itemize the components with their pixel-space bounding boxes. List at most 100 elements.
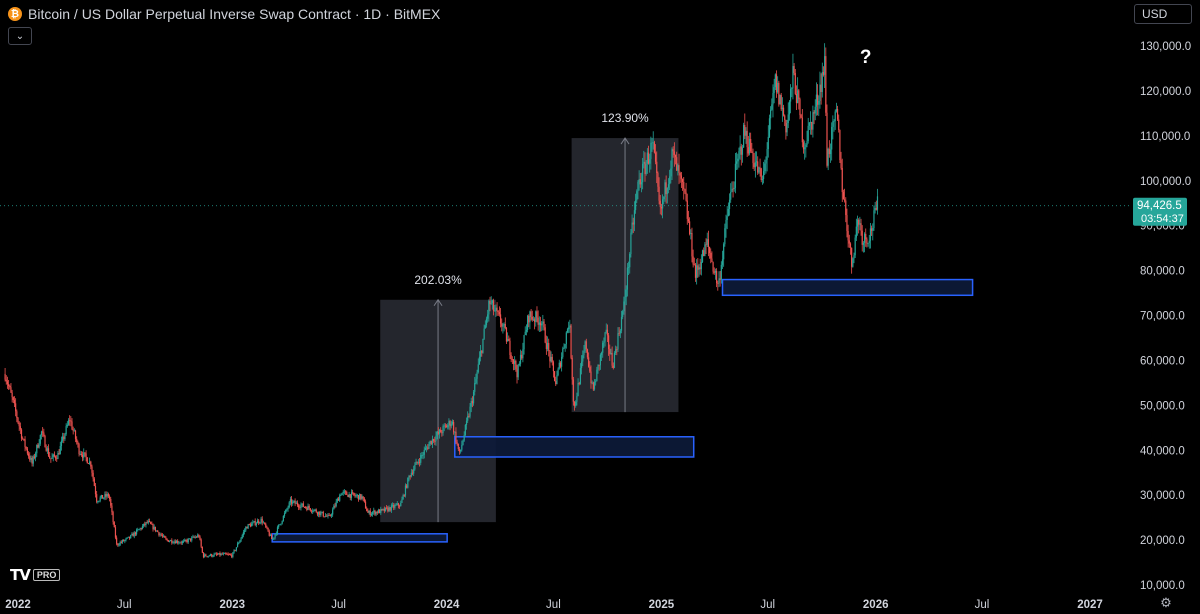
candle-body bbox=[428, 443, 430, 449]
candle-body bbox=[100, 495, 102, 498]
candle-body bbox=[84, 452, 86, 454]
candle-body bbox=[475, 378, 477, 384]
currency-button[interactable]: USD bbox=[1134, 4, 1192, 24]
candle-body bbox=[529, 311, 531, 323]
candle-body bbox=[389, 507, 391, 511]
candle-body bbox=[495, 307, 497, 311]
candle-body bbox=[874, 208, 876, 211]
candle-body bbox=[539, 322, 542, 326]
candle-body bbox=[683, 182, 685, 190]
collapse-legend-button[interactable]: ⌄ bbox=[8, 27, 32, 45]
candle-body bbox=[213, 554, 215, 557]
candle-body bbox=[47, 448, 50, 456]
candle-body bbox=[422, 454, 424, 456]
x-tick-label: Jul bbox=[975, 599, 990, 611]
candle-body bbox=[737, 158, 739, 162]
x-tick-label: 2026 bbox=[863, 599, 889, 611]
candle-body bbox=[111, 505, 113, 513]
candle-body bbox=[510, 355, 512, 360]
candle-body bbox=[822, 72, 825, 75]
candle-body bbox=[375, 511, 377, 515]
candle-body bbox=[865, 233, 867, 240]
candle-body bbox=[24, 439, 26, 448]
candle-body bbox=[732, 188, 734, 190]
candle-body bbox=[631, 222, 633, 233]
tradingview-logo[interactable]: TV PRO bbox=[10, 566, 61, 584]
candle-body bbox=[105, 494, 107, 497]
candle-body bbox=[128, 536, 131, 539]
candle-body bbox=[842, 192, 845, 200]
candle-body bbox=[165, 537, 167, 540]
candle-body bbox=[802, 142, 805, 150]
candle-body bbox=[30, 457, 32, 460]
candle-body bbox=[335, 501, 337, 507]
candle-body bbox=[704, 244, 706, 257]
candle-body bbox=[815, 94, 818, 107]
candle-body bbox=[427, 447, 429, 449]
candle-body bbox=[220, 553, 222, 556]
candle-body bbox=[827, 148, 829, 166]
candle-body bbox=[626, 267, 628, 290]
candle-body bbox=[217, 554, 219, 556]
candle-body bbox=[847, 230, 849, 241]
candle-body bbox=[761, 179, 764, 181]
last-price-label-bg bbox=[1133, 197, 1187, 226]
candle-body bbox=[733, 187, 735, 189]
candle-body bbox=[155, 530, 158, 532]
candle-body bbox=[355, 495, 357, 497]
candle-body bbox=[364, 501, 367, 509]
candle-body bbox=[211, 554, 213, 557]
gear-icon[interactable]: ⚙ bbox=[1160, 595, 1172, 610]
candle-body bbox=[812, 112, 814, 130]
candle-body bbox=[613, 353, 616, 368]
candle-body bbox=[233, 550, 235, 553]
candle-body bbox=[445, 425, 448, 428]
candle-body bbox=[649, 159, 651, 164]
candle-body bbox=[542, 321, 544, 324]
candle-body bbox=[836, 109, 839, 120]
candle-body bbox=[549, 350, 551, 362]
candle-body bbox=[632, 222, 634, 225]
candle-body bbox=[482, 338, 484, 353]
candle-body bbox=[379, 509, 381, 514]
candle-body bbox=[406, 485, 408, 488]
candle-body bbox=[485, 318, 488, 326]
candle-body bbox=[511, 359, 513, 360]
candle-body bbox=[505, 327, 508, 342]
candle-body bbox=[18, 422, 20, 427]
candle-body bbox=[787, 114, 789, 124]
candle-body bbox=[160, 534, 162, 536]
y-tick-label: 30,000.0 bbox=[1140, 490, 1185, 502]
candle-body bbox=[20, 429, 23, 439]
candle-body bbox=[137, 529, 139, 531]
candle-body bbox=[804, 147, 806, 150]
candle-body bbox=[192, 536, 194, 538]
candle-body bbox=[320, 512, 322, 516]
candle-body bbox=[679, 172, 681, 176]
candle-body bbox=[202, 552, 205, 558]
candle-body bbox=[238, 542, 240, 544]
candle-body bbox=[577, 382, 579, 397]
candle-body bbox=[760, 168, 762, 181]
candle-body bbox=[602, 342, 604, 353]
candle-body bbox=[647, 152, 650, 164]
candle-body bbox=[809, 121, 812, 123]
candle-body bbox=[116, 537, 118, 544]
candle-body bbox=[433, 439, 435, 441]
candle-body bbox=[17, 417, 19, 423]
candle-body bbox=[617, 333, 619, 350]
candle-body bbox=[491, 300, 493, 304]
candle-body bbox=[525, 329, 528, 332]
candle-body bbox=[569, 325, 571, 328]
candle-body bbox=[287, 507, 289, 510]
candle-body bbox=[625, 289, 627, 298]
candle-body bbox=[867, 243, 869, 244]
candle-body bbox=[413, 469, 415, 474]
y-tick-label: 40,000.0 bbox=[1140, 445, 1185, 457]
candle-body bbox=[735, 161, 738, 164]
candle-body bbox=[164, 535, 166, 538]
candle-body bbox=[417, 462, 419, 463]
candle-body bbox=[739, 146, 741, 152]
candle-body bbox=[741, 147, 744, 155]
